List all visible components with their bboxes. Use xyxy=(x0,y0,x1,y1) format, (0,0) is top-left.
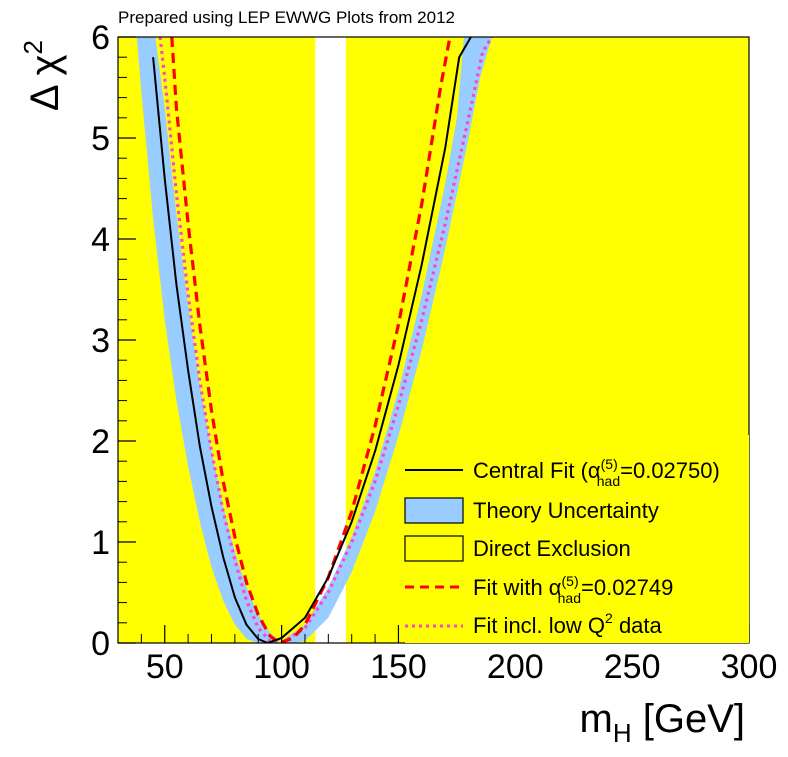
legend: Central Fit (α(5) had=0.02750) Theory Unc… xyxy=(404,435,749,643)
x-tick-label: 50 xyxy=(146,648,184,686)
legend-band-swatch xyxy=(404,497,464,524)
band-area xyxy=(136,37,492,643)
legend-dashed-label: Fit with α(5) had=0.02749 xyxy=(473,573,673,606)
y-tick-label: 0 xyxy=(91,625,110,663)
x-axis: 50 100 150 200 250 300 xyxy=(117,625,778,686)
x-tick-label: 150 xyxy=(370,648,427,686)
dotted-fit-line xyxy=(158,37,494,643)
fit-curves xyxy=(152,37,494,643)
legend-exclusion-label: Direct Exclusion xyxy=(473,536,631,561)
x-tick-label: 250 xyxy=(604,648,661,686)
legend-central-label: Central Fit (α(5) had=0.02750) xyxy=(473,456,720,489)
y-axis-title: Δ χ2 xyxy=(18,40,67,111)
y-tick-label: 2 xyxy=(91,423,110,461)
legend-dotted-label: Fit incl. low Q2 data xyxy=(473,610,663,638)
y-axis: 0 1 2 3 4 5 6 xyxy=(91,19,136,663)
y-tick-label: 5 xyxy=(91,120,110,158)
legend-band-label: Theory Uncertainty xyxy=(473,498,659,523)
x-tick-label: 200 xyxy=(487,648,544,686)
chart-caption: Prepared using LEP EWWG Plots from 2012 xyxy=(118,8,455,27)
x-axis-title: mH [GeV] xyxy=(580,697,746,748)
y-tick-label: 6 xyxy=(91,19,110,57)
y-tick-label: 3 xyxy=(91,322,110,360)
x-tick-label: 300 xyxy=(721,648,778,686)
theory-uncertainty-band xyxy=(136,37,492,643)
y-tick-label: 1 xyxy=(91,524,110,562)
y-tick-label: 4 xyxy=(91,221,110,259)
x-tick-label: 100 xyxy=(253,648,310,686)
legend-exclusion-swatch xyxy=(404,535,464,562)
central-fit-line xyxy=(152,37,472,643)
